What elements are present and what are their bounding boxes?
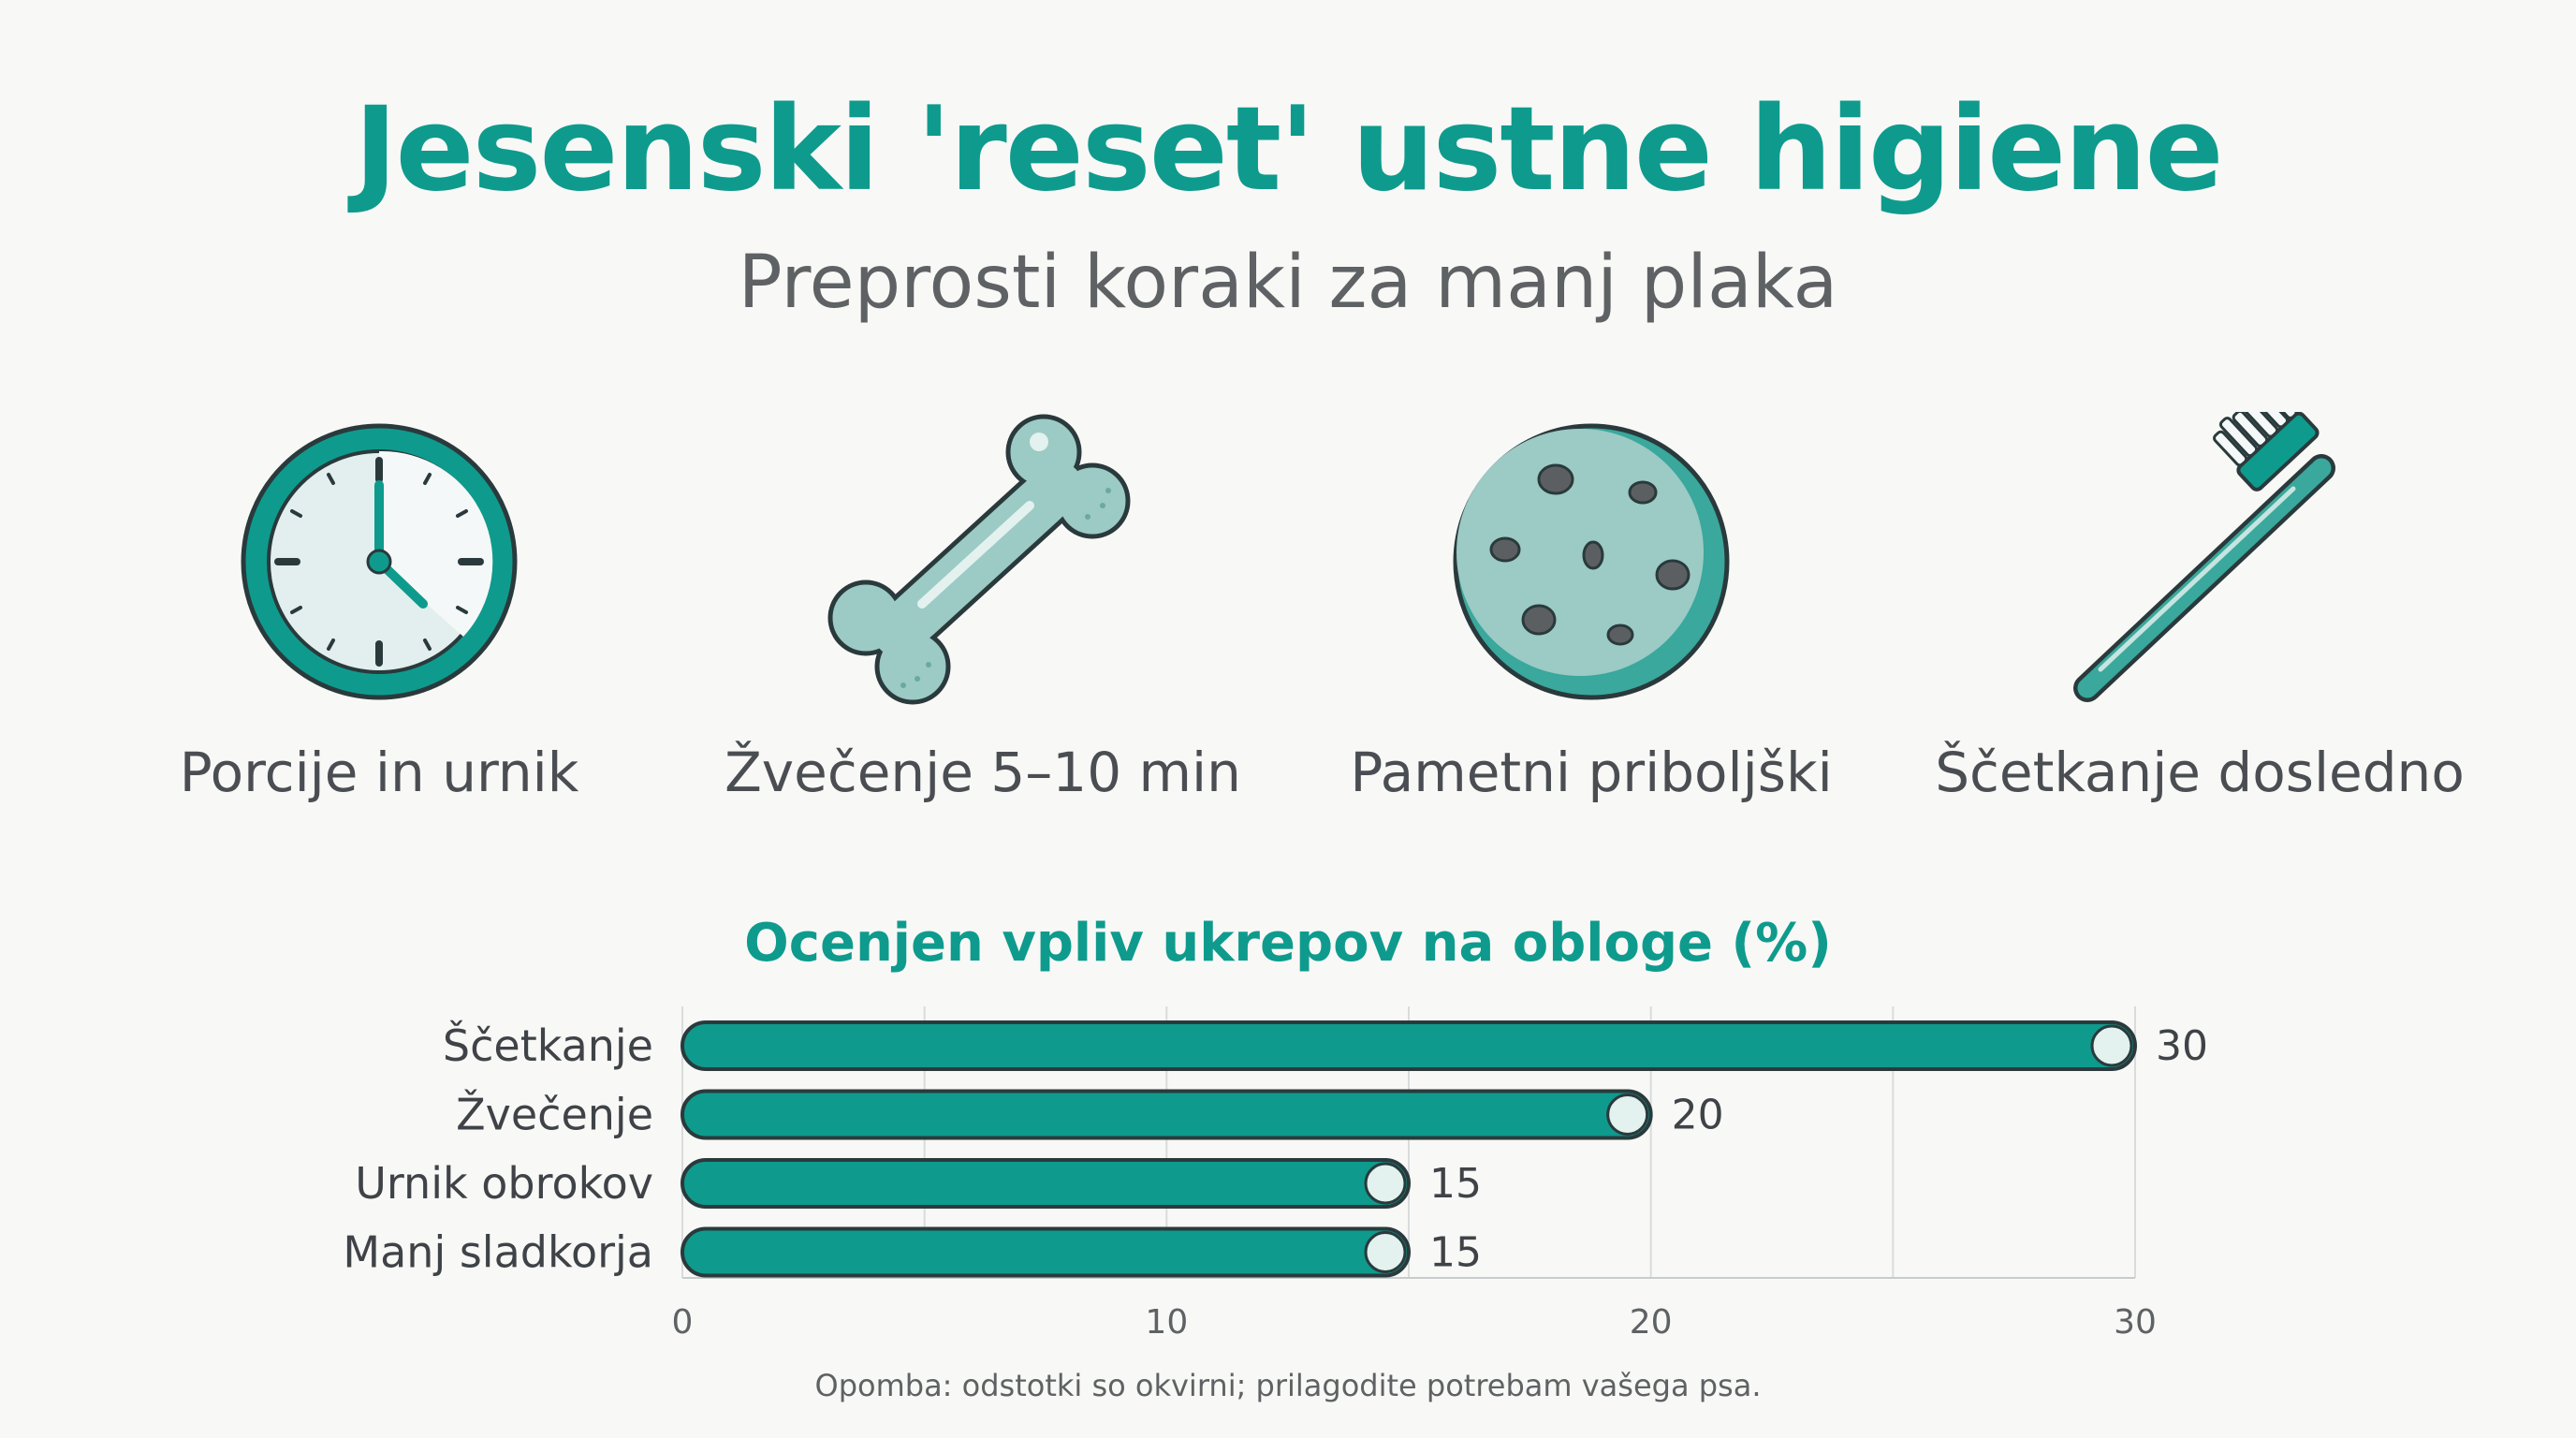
bar-end-knob (2090, 1024, 2133, 1067)
bar (681, 1226, 1411, 1278)
data-label: 30 (2156, 1022, 2208, 1070)
step-chewing: Žvečenje 5–10 min (683, 412, 1282, 824)
step-label-brushing: Ščetkanje dosledno (1935, 741, 2465, 804)
bar-end-knob (1606, 1093, 1649, 1136)
y-category-label: Manj sladkorja (343, 1227, 653, 1278)
x-tick-label: 30 (2114, 1303, 2157, 1342)
data-label: 20 (1672, 1092, 1724, 1139)
cookie-icon (1453, 423, 1730, 700)
step-smart-treats: Pametni priboljški (1292, 412, 1891, 824)
page-title: Jesenski 'reset' ustne higiene (354, 82, 2223, 217)
data-label: 15 (1429, 1160, 1482, 1208)
bar-chart: 0 10 20 30 Ščetkanje 30 Žvečenje 20 Urnik obroko… (343, 1006, 2208, 1342)
footnote: Opomba: odstotki so okvirni; prilagodite… (814, 1368, 1762, 1403)
data-label: 15 (1429, 1229, 1482, 1277)
bar (681, 1089, 1653, 1140)
step-label-smart-treats: Pametni priboljški (1350, 741, 1833, 804)
bone-icon (827, 414, 1131, 705)
y-category-label: Žvečenje (456, 1090, 653, 1140)
chart-title: Ocenjen vpliv ukrepov na obloge (%) (744, 913, 1832, 974)
step-label-chewing: Žvečenje 5–10 min (724, 741, 1241, 804)
clock-icon (241, 423, 518, 700)
x-tick-label: 0 (672, 1303, 694, 1342)
x-tick-label: 20 (1630, 1303, 1673, 1342)
page-subtitle: Preprosti koraki za manj plaka (738, 241, 1838, 325)
bar (681, 1020, 2137, 1071)
y-category-label: Urnik obrokov (355, 1158, 653, 1209)
toothbrush-icon (2073, 412, 2335, 702)
bar-end-knob (1364, 1231, 1407, 1273)
step-portions-schedule: Porcije in urnik (80, 412, 679, 824)
x-tick-label: 10 (1145, 1303, 1188, 1342)
steps-row: Porcije in urnik Žvečenje 5–10 min (0, 412, 2576, 824)
step-brushing: Ščetkanje dosledno (1900, 412, 2499, 824)
bar (681, 1158, 1411, 1209)
y-category-label: Ščetkanje (443, 1020, 653, 1071)
bar-end-knob (1364, 1162, 1407, 1205)
step-label-portions-schedule: Porcije in urnik (179, 741, 579, 804)
